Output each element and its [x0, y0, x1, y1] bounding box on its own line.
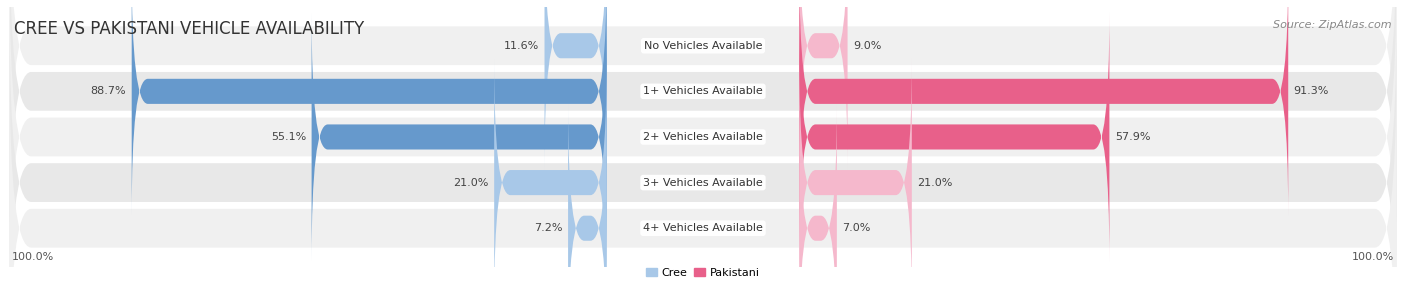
FancyBboxPatch shape [312, 13, 606, 261]
Text: 4+ Vehicles Available: 4+ Vehicles Available [643, 223, 763, 233]
Text: 3+ Vehicles Available: 3+ Vehicles Available [643, 178, 763, 188]
FancyBboxPatch shape [800, 58, 912, 286]
FancyBboxPatch shape [568, 104, 606, 286]
Text: 21.0%: 21.0% [917, 178, 952, 188]
FancyBboxPatch shape [10, 65, 1396, 286]
Text: 91.3%: 91.3% [1294, 86, 1329, 96]
Text: 55.1%: 55.1% [271, 132, 307, 142]
FancyBboxPatch shape [800, 13, 1109, 261]
FancyBboxPatch shape [10, 0, 1396, 286]
Text: 100.0%: 100.0% [1351, 253, 1393, 263]
FancyBboxPatch shape [494, 58, 606, 286]
FancyBboxPatch shape [800, 0, 1288, 216]
FancyBboxPatch shape [10, 0, 1396, 255]
Legend: Cree, Pakistani: Cree, Pakistani [641, 263, 765, 282]
Text: 7.2%: 7.2% [534, 223, 562, 233]
FancyBboxPatch shape [10, 19, 1396, 286]
Text: 21.0%: 21.0% [454, 178, 489, 188]
FancyBboxPatch shape [800, 0, 848, 170]
Text: 7.0%: 7.0% [842, 223, 870, 233]
Text: 88.7%: 88.7% [91, 86, 127, 96]
FancyBboxPatch shape [10, 0, 1396, 209]
FancyBboxPatch shape [544, 0, 606, 170]
Text: No Vehicles Available: No Vehicles Available [644, 41, 762, 51]
Text: Source: ZipAtlas.com: Source: ZipAtlas.com [1274, 20, 1392, 30]
Text: 1+ Vehicles Available: 1+ Vehicles Available [643, 86, 763, 96]
FancyBboxPatch shape [800, 104, 837, 286]
Text: 11.6%: 11.6% [503, 41, 538, 51]
Text: CREE VS PAKISTANI VEHICLE AVAILABILITY: CREE VS PAKISTANI VEHICLE AVAILABILITY [14, 20, 364, 38]
FancyBboxPatch shape [132, 0, 606, 216]
Text: 57.9%: 57.9% [1115, 132, 1150, 142]
Text: 100.0%: 100.0% [13, 253, 55, 263]
Text: 9.0%: 9.0% [853, 41, 882, 51]
Text: 2+ Vehicles Available: 2+ Vehicles Available [643, 132, 763, 142]
